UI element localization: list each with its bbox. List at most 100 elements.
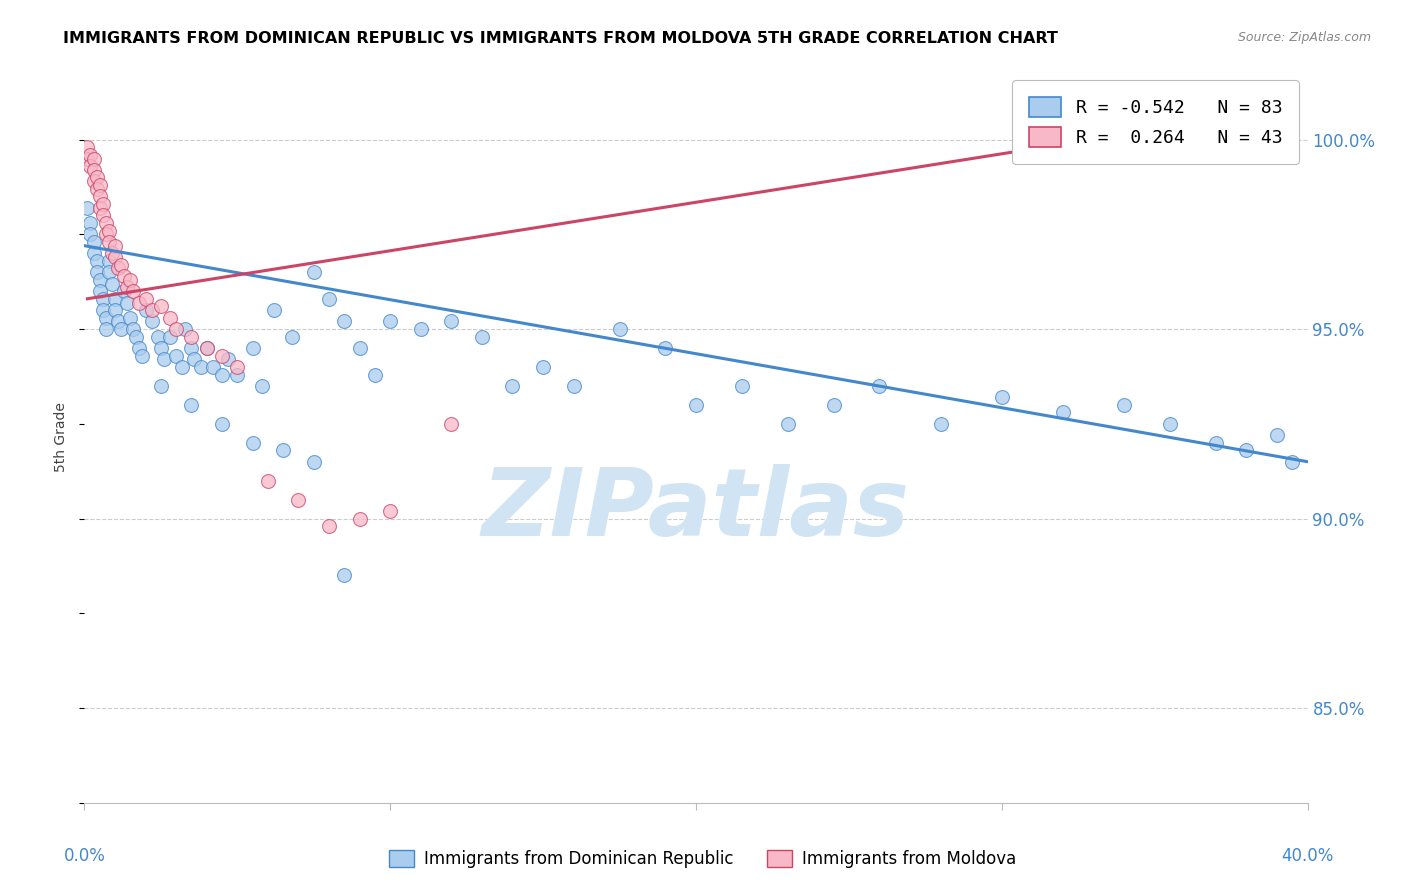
Point [128, 341, 150, 355]
Point [1265, 428, 1288, 442]
Point [1281, 455, 1303, 469]
Point [83, 246, 105, 260]
Point [104, 292, 127, 306]
Point [302, 455, 325, 469]
Point [180, 341, 202, 355]
Point [89, 273, 111, 287]
Point [107, 261, 129, 276]
Point [135, 303, 157, 318]
Point [1236, 443, 1258, 458]
Point [165, 322, 187, 336]
Point [89, 178, 111, 192]
Point [101, 277, 124, 291]
Point [146, 329, 169, 343]
Point [86, 253, 108, 268]
Text: 40.0%: 40.0% [1281, 847, 1334, 865]
Point [183, 352, 205, 367]
Point [128, 295, 150, 310]
Point [1052, 405, 1074, 419]
Text: ZIPatlas: ZIPatlas [482, 464, 910, 557]
Point [79, 147, 101, 161]
Point [174, 322, 197, 336]
Point [86, 265, 108, 279]
Point [115, 280, 138, 294]
Point [190, 359, 212, 374]
Point [94, 216, 117, 230]
Point [281, 329, 304, 343]
Point [141, 314, 163, 328]
Point [91, 292, 114, 306]
Point [333, 568, 356, 582]
Point [172, 359, 194, 374]
Text: IMMIGRANTS FROM DOMINICAN REPUBLIC VS IMMIGRANTS FROM MOLDOVA 5TH GRADE CORRELAT: IMMIGRANTS FROM DOMINICAN REPUBLIC VS IM… [63, 31, 1059, 46]
Point [217, 352, 239, 367]
Point [1159, 417, 1181, 431]
Point [823, 398, 845, 412]
Point [318, 519, 340, 533]
Point [94, 310, 117, 325]
Text: Source: ZipAtlas.com: Source: ZipAtlas.com [1237, 31, 1371, 45]
Point [250, 379, 273, 393]
Point [195, 341, 218, 355]
Point [242, 435, 264, 450]
Point [349, 511, 371, 525]
Point [531, 359, 554, 374]
Point [122, 322, 145, 336]
Point [380, 504, 402, 518]
Point [86, 170, 108, 185]
Point [929, 417, 952, 431]
Point [211, 349, 233, 363]
Point [226, 359, 249, 374]
Point [731, 379, 754, 393]
Point [685, 398, 707, 412]
Point [180, 398, 202, 412]
Point [79, 216, 101, 230]
Point [153, 352, 176, 367]
Point [79, 159, 101, 173]
Point [609, 322, 631, 336]
Point [83, 235, 105, 249]
Point [104, 238, 127, 252]
Point [91, 197, 114, 211]
Point [79, 227, 101, 242]
Text: 0.0%: 0.0% [63, 847, 105, 865]
Point [333, 314, 356, 328]
Point [257, 474, 280, 488]
Point [440, 417, 463, 431]
Point [165, 349, 187, 363]
Point [1205, 435, 1227, 450]
Point [364, 368, 387, 382]
Point [201, 359, 224, 374]
Legend: R = -0.542   N = 83, R =  0.264   N = 43: R = -0.542 N = 83, R = 0.264 N = 43 [1012, 80, 1299, 163]
Point [115, 295, 138, 310]
Point [349, 341, 371, 355]
Point [1114, 398, 1136, 412]
Point [97, 253, 120, 268]
Point [141, 303, 163, 318]
Point [94, 322, 117, 336]
Point [97, 235, 120, 249]
Point [120, 310, 142, 325]
Point [97, 223, 120, 237]
Point [89, 201, 111, 215]
Y-axis label: 5th Grade: 5th Grade [55, 402, 69, 472]
Point [409, 322, 432, 336]
Point [562, 379, 585, 393]
Point [76, 140, 98, 154]
Point [97, 265, 120, 279]
Point [263, 303, 285, 318]
Point [654, 341, 676, 355]
Point [380, 314, 402, 328]
Point [91, 303, 114, 318]
Point [211, 368, 233, 382]
Point [83, 174, 105, 188]
Point [149, 341, 172, 355]
Legend: Immigrants from Dominican Republic, Immigrants from Moldova: Immigrants from Dominican Republic, Immi… [382, 843, 1024, 875]
Point [104, 250, 127, 264]
Point [318, 292, 340, 306]
Point [242, 341, 264, 355]
Point [122, 284, 145, 298]
Point [135, 292, 157, 306]
Point [159, 310, 181, 325]
Point [86, 182, 108, 196]
